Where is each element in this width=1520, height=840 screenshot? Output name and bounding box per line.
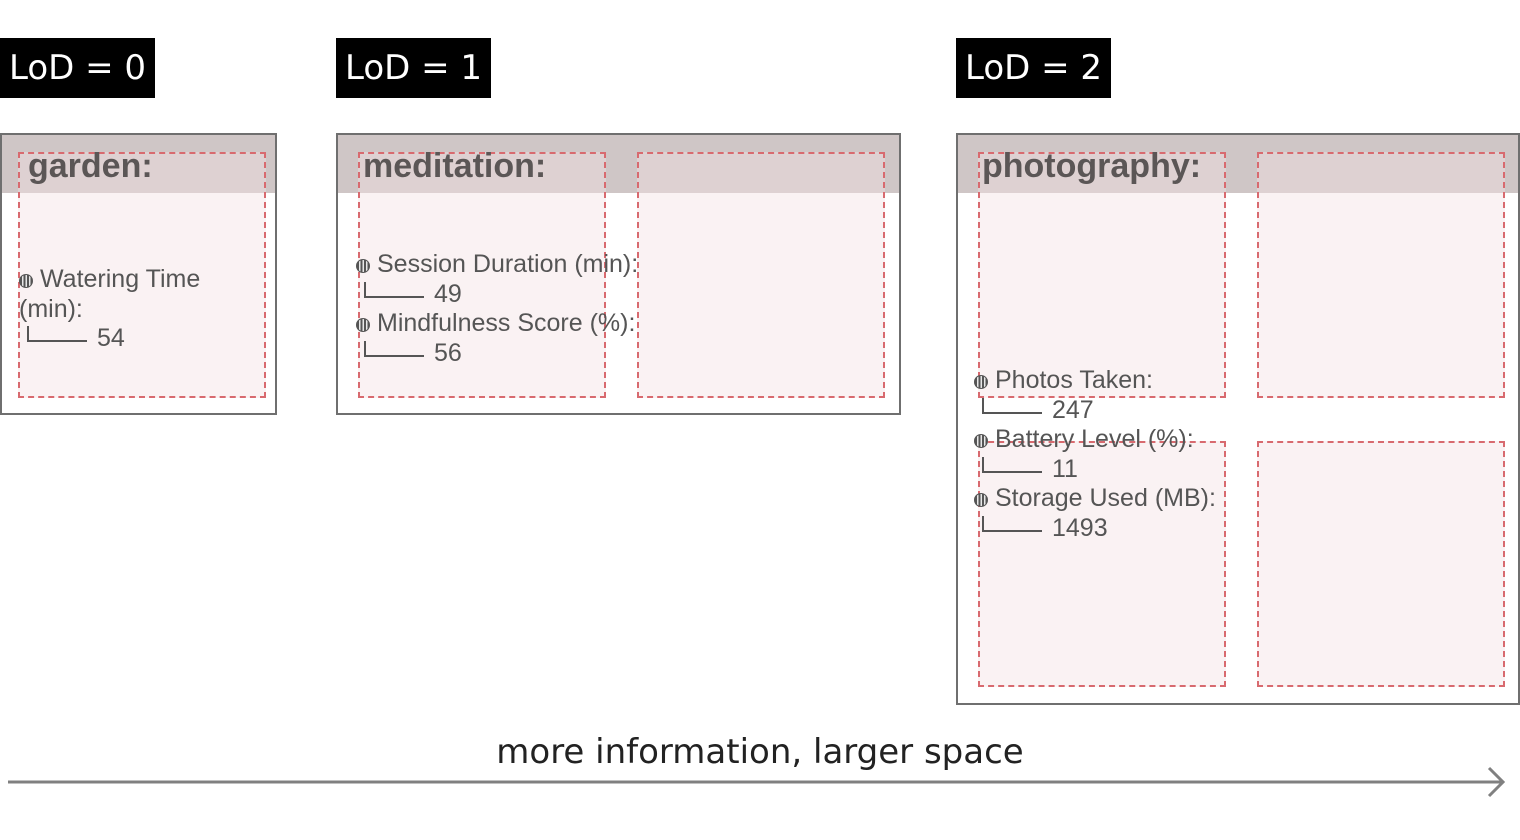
lod-0-badge: LoD = 0 [0, 38, 156, 98]
metric-value: 1493 [1052, 513, 1108, 542]
metric-item: Mindfulness Score (%): 56 [356, 309, 638, 368]
metric-value: 54 [97, 324, 125, 352]
metric-value: 11 [1052, 454, 1078, 483]
card-title: meditation: [363, 147, 547, 185]
card-header [2, 135, 275, 193]
arrow-head [1487, 766, 1506, 798]
metric-label: Mindfulness Score (%): [377, 309, 636, 337]
layout-cell [637, 152, 885, 398]
bullet-icon [356, 318, 370, 332]
garden-card: garden: Watering Time (min): 54 [0, 133, 277, 415]
tree-connector-icon [982, 456, 1042, 473]
metric-list: Photos Taken: 247 Battery Level (%): 11 … [974, 366, 1216, 543]
card-header [338, 135, 899, 193]
metric-item: Session Duration (min): 49 [356, 250, 638, 309]
axis-caption: more information, larger space [496, 732, 1024, 772]
bullet-icon [19, 274, 33, 288]
metric-value: 49 [434, 279, 462, 308]
metric-item: Battery Level (%): 11 [974, 425, 1216, 484]
tree-connector-icon [982, 515, 1042, 532]
layout-cell [978, 441, 1226, 687]
card-title: garden: [28, 147, 153, 185]
metric-label: Watering Time (min): [19, 265, 201, 323]
bullet-icon [974, 493, 988, 507]
layout-cell [1257, 152, 1505, 398]
card-header [958, 135, 1518, 193]
lod-1-badge: LoD = 1 [336, 38, 492, 98]
bullet-icon [356, 259, 370, 273]
lod-2-badge: LoD = 2 [956, 38, 1112, 98]
bullet-icon [974, 434, 988, 448]
metric-value: 247 [1052, 395, 1094, 424]
arrow-right-icon [8, 766, 1506, 798]
metric-item: Storage Used (MB): 1493 [974, 484, 1216, 543]
bullet-icon [974, 375, 988, 389]
layout-cell [18, 152, 266, 398]
tree-connector-icon [982, 397, 1042, 414]
layout-cell [978, 152, 1226, 398]
card-title: photography: [982, 147, 1202, 185]
metric-label: Photos Taken: [995, 366, 1153, 394]
metric-label: Storage Used (MB): [995, 484, 1216, 512]
meditation-card: meditation: Session Duration (min): 49 M… [336, 133, 901, 415]
metric-list: Watering Time (min): 54 [19, 265, 234, 354]
metric-list: Session Duration (min): 49 Mindfulness S… [356, 250, 638, 368]
layout-cell [358, 152, 606, 398]
metric-item: Watering Time (min): 54 [19, 265, 234, 354]
photography-card: photography: Photos Taken: 247 Battery L… [956, 133, 1520, 705]
metric-value: 56 [434, 338, 462, 367]
metric-item: Photos Taken: 247 [974, 366, 1216, 425]
layout-cell [1257, 441, 1505, 687]
tree-connector-icon [27, 326, 87, 342]
tree-connector-icon [364, 281, 424, 298]
metric-label: Session Duration (min): [377, 250, 639, 278]
metric-label: Battery Level (%): [995, 425, 1194, 453]
tree-connector-icon [364, 340, 424, 357]
